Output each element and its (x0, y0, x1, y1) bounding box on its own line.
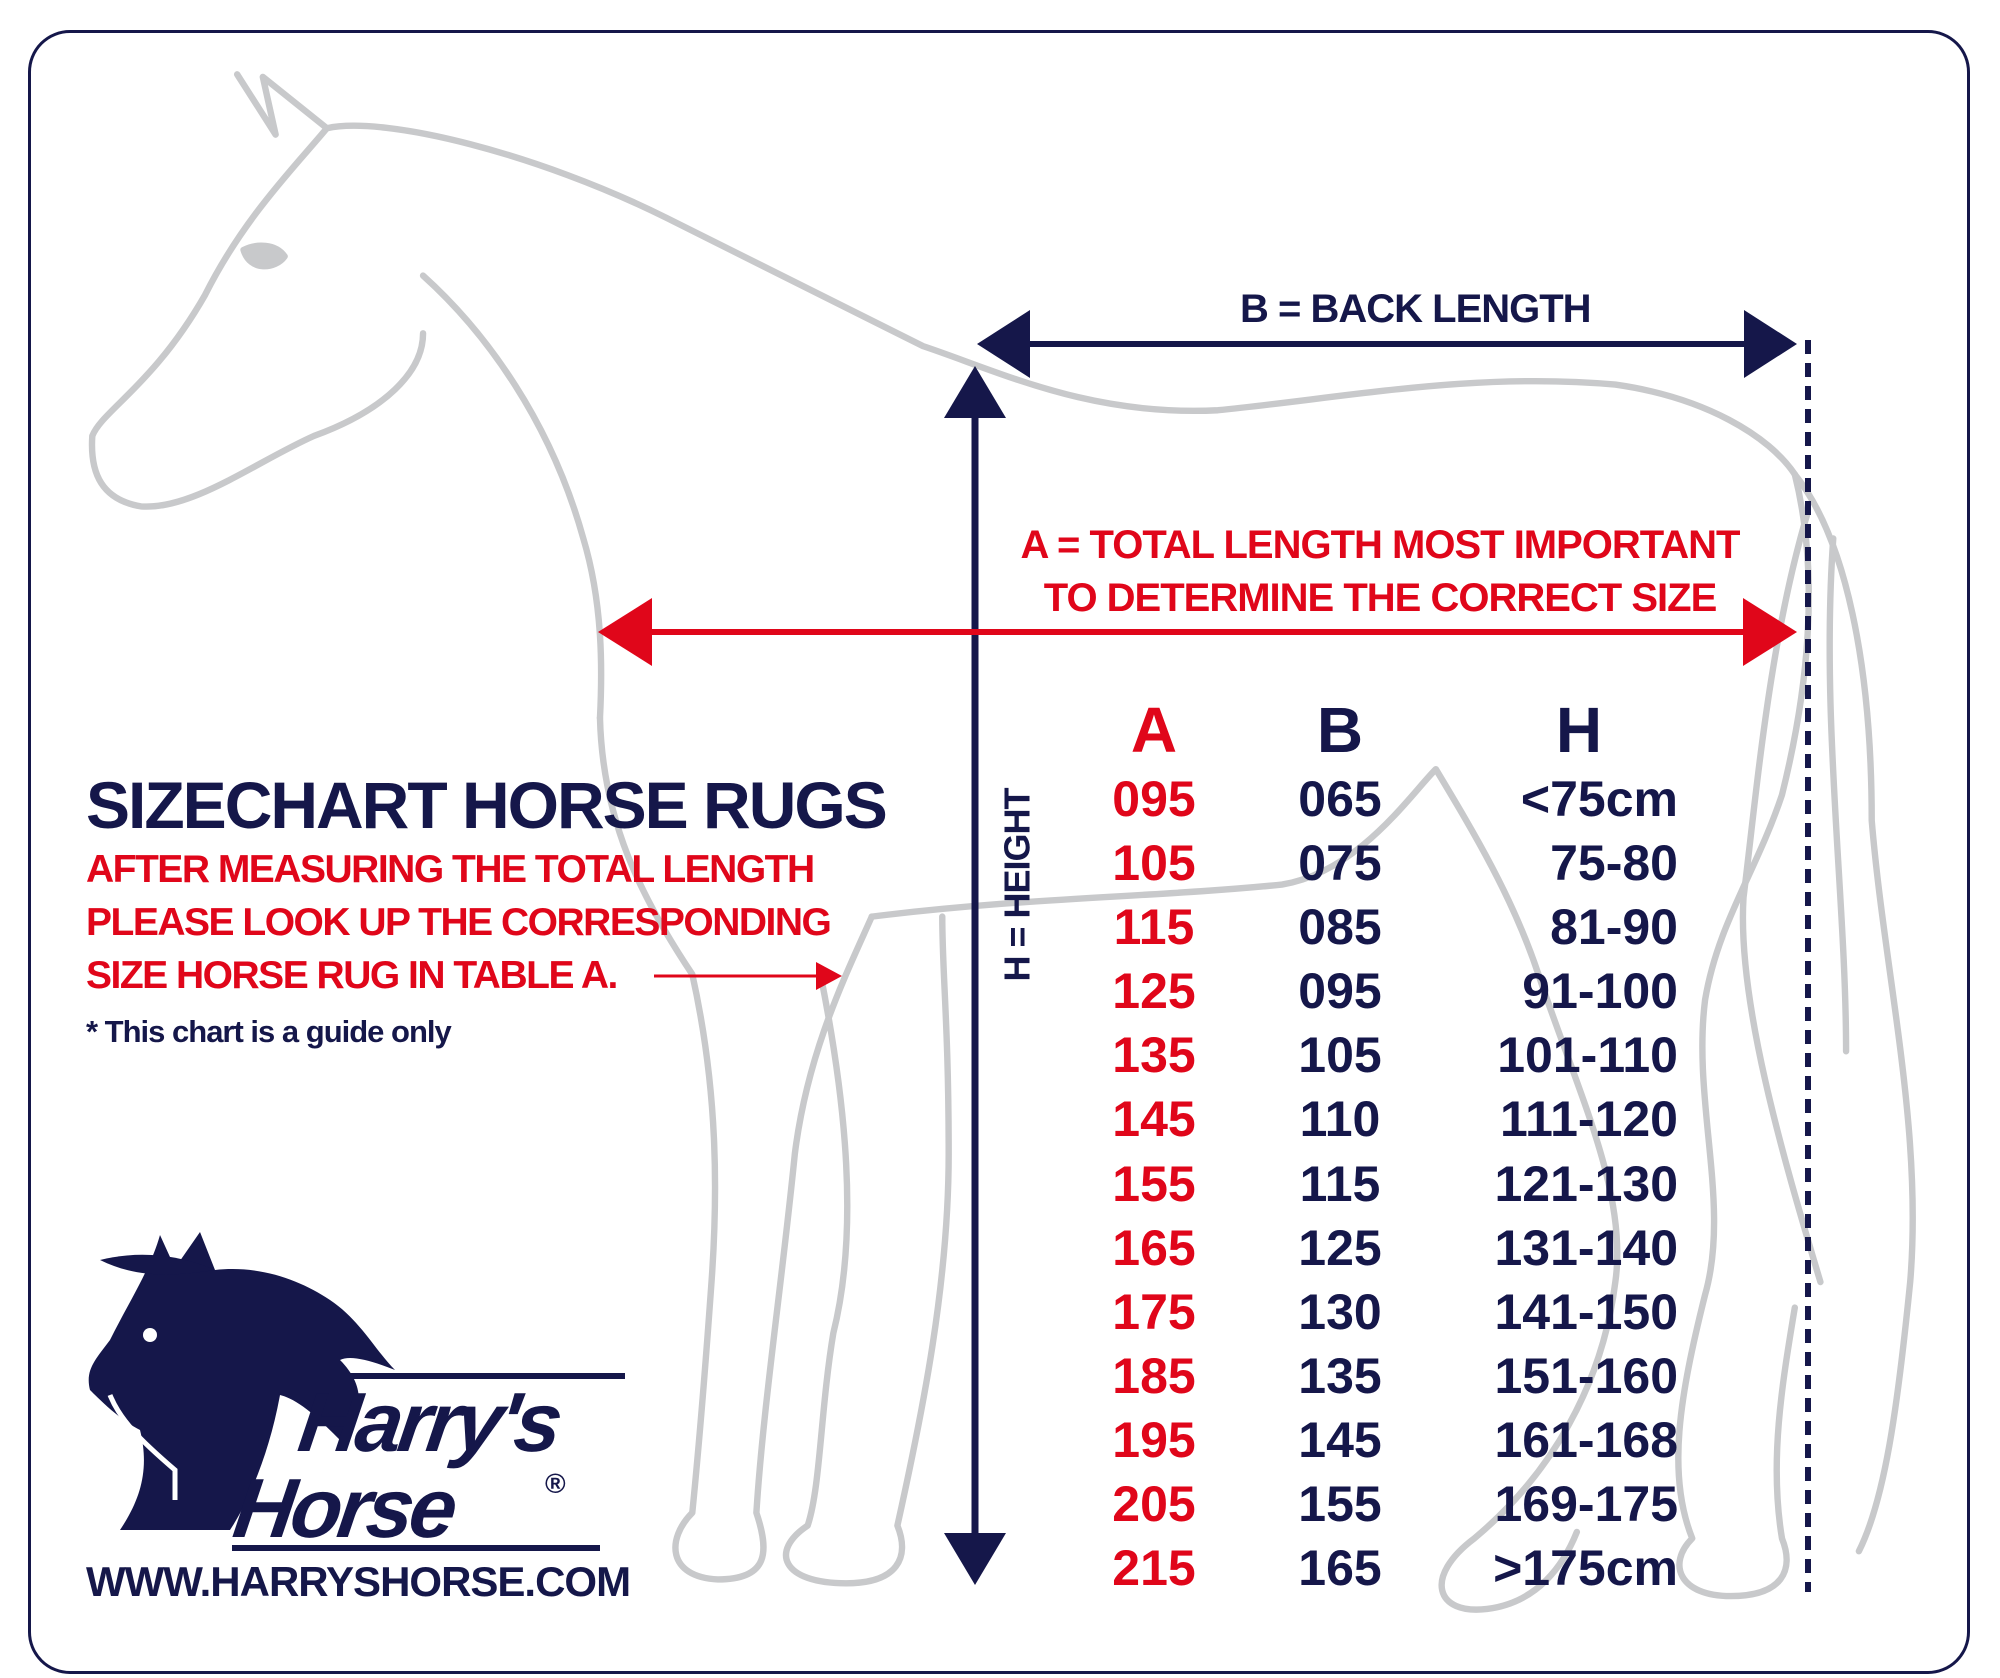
table-cell-b: 165 (1298, 1540, 1382, 1597)
total-length-arrow (598, 598, 1797, 666)
table-cell-h: 91-100 (1522, 963, 1678, 1020)
table-cell-a: 165 (1112, 1219, 1196, 1276)
table-cell-a: 215 (1112, 1540, 1196, 1597)
table-cell-a: 125 (1112, 963, 1196, 1020)
instruction-line-2: PLEASE LOOK UP THE CORRESPONDING (86, 901, 832, 944)
table-cell-b: 095 (1298, 963, 1382, 1020)
column-header-a: A (1130, 694, 1178, 766)
instruction-line-3: SIZE HORSE RUG IN TABLE A. (86, 954, 618, 997)
size-table-column-b: B 065 075 085 095 105 110 115 125 130 135 145 155 16… (1270, 690, 1410, 1600)
total-length-label-1: A = TOTAL LENGTH MOST IMPORTANT (1020, 523, 1741, 567)
table-cell-h: 131-140 (1494, 1219, 1679, 1276)
height-label: H = HEIGHT (996, 788, 1038, 982)
column-header-b: B (1316, 694, 1364, 766)
table-cell-a: 205 (1112, 1476, 1196, 1533)
table-cell-h: 111-120 (1500, 1091, 1678, 1148)
table-cell-a: 185 (1112, 1347, 1196, 1404)
chart-border (28, 30, 1970, 1674)
column-header-h: H (1555, 694, 1603, 766)
logo-text-horse: Horse (228, 1461, 460, 1555)
instruction-line-1: AFTER MEASURING THE TOTAL LENGTH (86, 848, 815, 891)
table-pointer-arrow (654, 962, 842, 990)
registered-mark: ® (545, 1468, 566, 1499)
table-cell-b: 085 (1298, 899, 1382, 956)
table-cell-h: 121-130 (1494, 1155, 1679, 1212)
size-table-column-a: A 095 105 115 125 135 145 155 165 175 185 195 205 21… (1084, 690, 1224, 1600)
table-cell-a: 105 (1112, 835, 1196, 892)
table-cell-a: 095 (1112, 771, 1196, 827)
table-cell-h: 81-90 (1550, 899, 1678, 956)
table-cell-h: >175cm (1493, 1540, 1678, 1597)
size-table-column-h: H <75cm 75-80 81-90 91-100 101-110 111-120 121… (1460, 690, 1678, 1600)
logo-text-harrys: Harry's (293, 1375, 565, 1469)
table-cell-h: 169-175 (1494, 1476, 1679, 1533)
table-cell-b: 110 (1299, 1091, 1381, 1148)
table-cell-b: 105 (1298, 1027, 1382, 1084)
table-cell-b: 145 (1298, 1411, 1382, 1468)
page-title: SIZECHART HORSE RUGS (86, 768, 888, 842)
table-cell-h: 151-160 (1494, 1347, 1679, 1404)
guide-note: * This chart is a guide only (86, 1014, 452, 1049)
table-cell-a: 135 (1112, 1027, 1196, 1084)
table-cell-b: 130 (1298, 1283, 1382, 1340)
total-length-label-2: TO DETERMINE THE CORRECT SIZE (1043, 576, 1718, 620)
table-cell-b: 125 (1298, 1219, 1382, 1276)
table-cell-a: 115 (1113, 899, 1195, 956)
table-cell-b: 135 (1298, 1347, 1382, 1404)
back-length-label: B = BACK LENGTH (1240, 287, 1592, 331)
table-cell-a: 155 (1112, 1155, 1196, 1212)
table-cell-h: <75cm (1520, 771, 1678, 827)
horse-head-logo-icon (88, 1232, 625, 1551)
table-cell-h: 75-80 (1550, 835, 1678, 892)
table-cell-a: 145 (1112, 1091, 1196, 1148)
table-cell-h: 101-110 (1497, 1027, 1678, 1084)
table-cell-h: 141-150 (1494, 1283, 1679, 1340)
back-length-arrow (977, 310, 1797, 378)
horse-outline-icon (88, 71, 1916, 1613)
table-cell-b: 075 (1298, 835, 1382, 892)
table-cell-h: 161-168 (1494, 1411, 1679, 1468)
website-link[interactable]: WWW.HARRYSHORSE.COM (86, 1558, 631, 1605)
height-arrow (944, 366, 1006, 1585)
table-cell-a: 195 (1112, 1411, 1196, 1468)
table-cell-a: 175 (1112, 1283, 1196, 1340)
table-cell-b: 155 (1298, 1476, 1382, 1533)
table-cell-b: 065 (1298, 771, 1382, 827)
table-cell-b: 115 (1299, 1155, 1381, 1212)
